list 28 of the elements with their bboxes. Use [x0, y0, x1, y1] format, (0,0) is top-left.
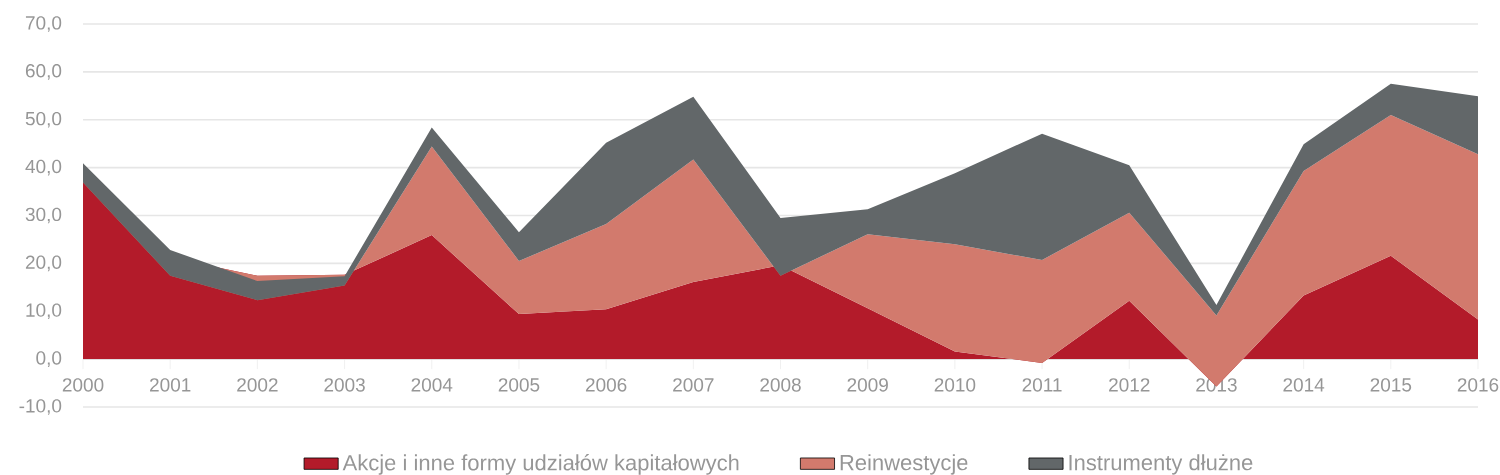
y-tick-label: 40,0: [25, 159, 62, 176]
x-tick-label: 2004: [411, 378, 453, 392]
y-tick-label: 70,0: [25, 16, 62, 32]
x-tick-label: 2007: [673, 378, 714, 392]
x-tick-label: 2016: [1457, 378, 1499, 392]
x-tick-label: 2009: [847, 378, 888, 392]
y-tick-label: 50,0: [25, 111, 62, 128]
x-tick-label: 2012: [1109, 378, 1150, 392]
x-tick-label: 2011: [1022, 378, 1062, 392]
x-tick-label: 2014: [1283, 378, 1325, 392]
x-tick-label: 2008: [760, 378, 801, 392]
y-tick-label: 0,0: [36, 351, 62, 367]
y-tick-label: 30,0: [25, 207, 62, 224]
x-tick-label: 2002: [237, 378, 278, 392]
legend-label: Instrumenty dłużne: [1069, 454, 1253, 475]
x-tick-label: 2005: [498, 378, 540, 392]
x-tick-label: 2000: [62, 378, 104, 392]
x-tick-label: 2015: [1370, 378, 1412, 392]
x-tick-label: 2001: [150, 378, 191, 392]
x-tick-label: 2006: [585, 378, 627, 392]
y-tick-label: 20,0: [25, 255, 62, 272]
y-tick-label: 60,0: [25, 64, 62, 80]
x-tick-label: 2010: [934, 378, 976, 392]
legend-label: Akcje i inne formy udziałów kapitałowych: [342, 454, 739, 475]
x-tick-label: 2003: [324, 378, 365, 392]
legend-label: Reinwestycje: [840, 454, 968, 475]
y-tick-label: -10,0: [19, 399, 62, 415]
y-tick-label: 10,0: [26, 303, 62, 320]
